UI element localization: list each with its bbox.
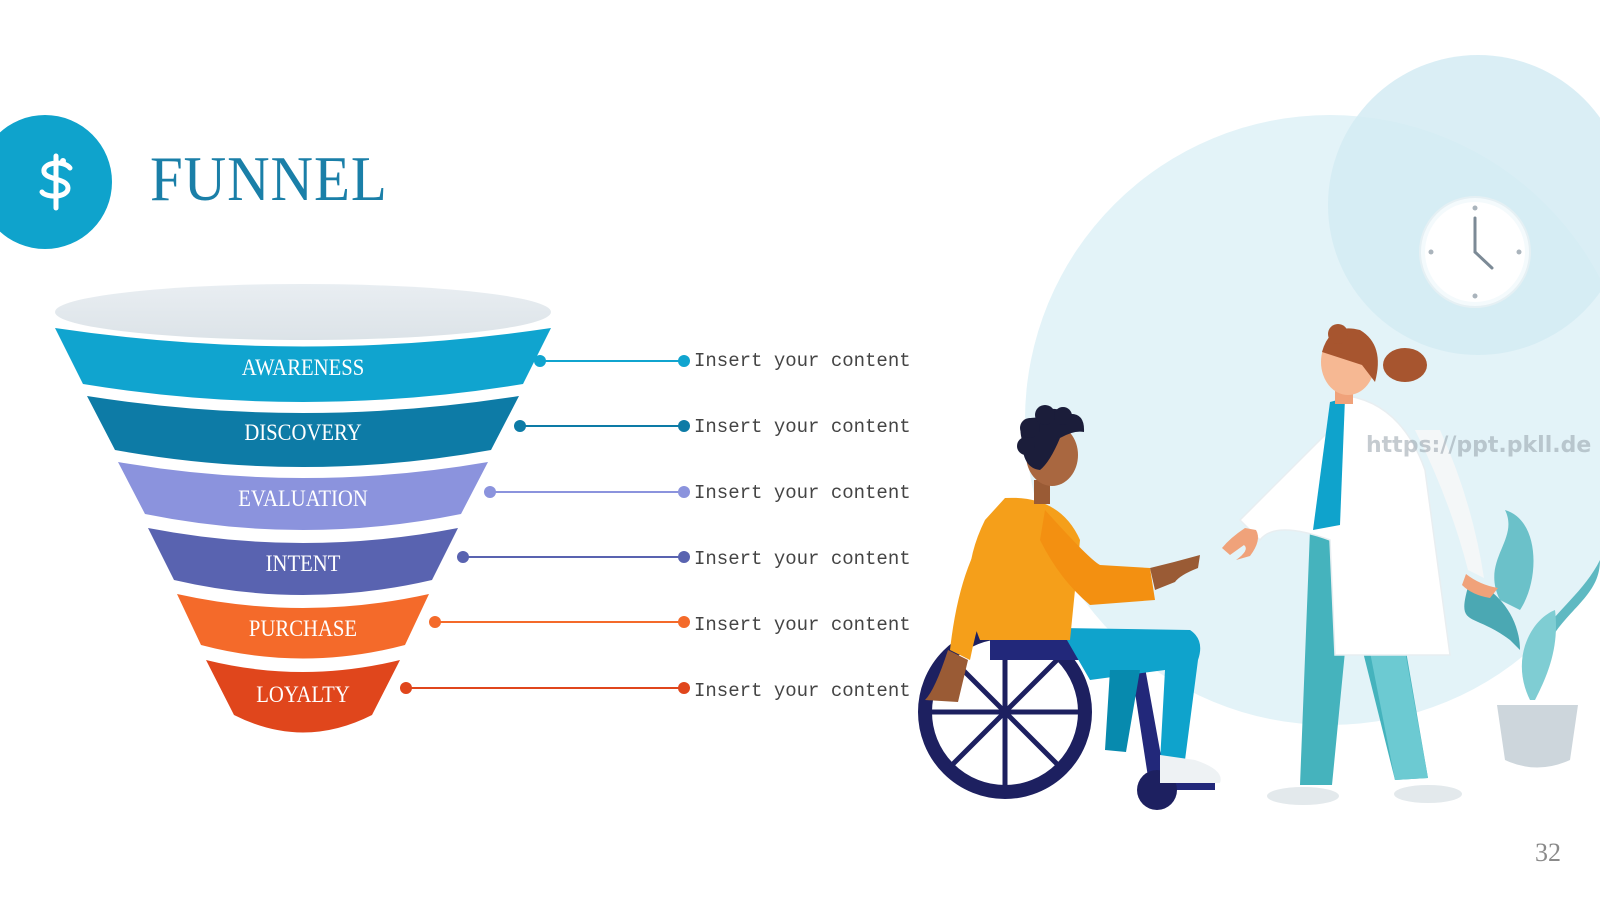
connector-dot [534, 355, 546, 367]
stage-label-discovery: DISCOVERY [244, 420, 362, 445]
funnel-rim [55, 284, 551, 340]
content-text-purchase[interactable]: Insert your content [694, 614, 911, 636]
funnel-band-discovery [87, 396, 519, 467]
page-number: 32 [1535, 838, 1561, 867]
content-text-discovery[interactable]: Insert your content [694, 416, 911, 438]
connector-dot [678, 616, 690, 628]
funnel-band-intent [148, 528, 458, 595]
funnel-band-purchase [177, 594, 429, 659]
content-text-awareness[interactable]: Insert your content [694, 350, 911, 372]
logo-badge [0, 115, 112, 249]
connector-dot [484, 486, 496, 498]
connector-dot [514, 420, 526, 432]
connector-dot [678, 551, 690, 563]
stage-label-evaluation: EVALUATION [238, 486, 368, 511]
clock-icon [1419, 196, 1531, 308]
stage-label-awareness: AWARENESS [241, 355, 365, 380]
connector-dot [400, 682, 412, 694]
connector-dot [678, 355, 690, 367]
connector-dot [678, 486, 690, 498]
content-text-loyalty[interactable]: Insert your content [694, 680, 911, 702]
funnel-band-loyalty [206, 660, 400, 733]
connector-dot [678, 682, 690, 694]
funnel-graphic [55, 284, 690, 733]
content-text-evaluation[interactable]: Insert your content [694, 482, 911, 504]
content-text-intent[interactable]: Insert your content [694, 548, 911, 570]
stage-label-intent: INTENT [265, 551, 341, 576]
watermark-url: https://ppt.pkll.de [1366, 433, 1592, 458]
caduceus-dollar-icon [39, 153, 73, 211]
doctor-figure [1222, 324, 1498, 805]
connector-dot [678, 420, 690, 432]
connector-dot [429, 616, 441, 628]
connector-dot [457, 551, 469, 563]
wheelchair-user-figure [918, 405, 1221, 810]
funnel-band-awareness [55, 328, 551, 402]
plant-icon [1464, 510, 1600, 768]
stage-label-purchase: PURCHASE [248, 616, 358, 641]
page-title: FUNNEL [150, 143, 388, 214]
funnel-band-evaluation [118, 462, 488, 530]
stage-label-loyalty: LOYALTY [256, 682, 350, 707]
